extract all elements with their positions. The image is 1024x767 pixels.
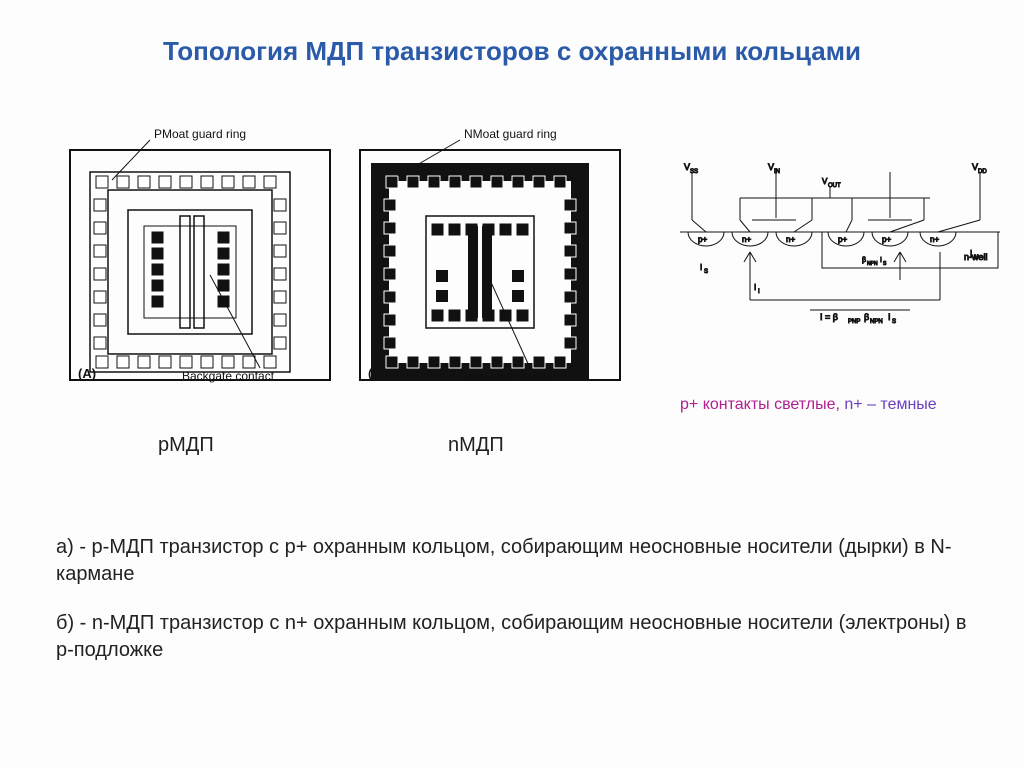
desc-b: б) - n-МДП транзистор с n+ охранным коль… xyxy=(56,610,968,664)
svg-text:β: β xyxy=(862,257,866,264)
svg-text:I = β: I = β xyxy=(820,312,838,322)
svg-text:I: I xyxy=(888,312,891,322)
svg-text:I: I xyxy=(758,289,760,295)
svg-text:S: S xyxy=(883,261,887,267)
a-marker: (A) xyxy=(78,366,96,381)
nmos-caption: nМДП xyxy=(448,434,504,457)
svg-text:p+: p+ xyxy=(698,235,707,244)
svg-text:p+: p+ xyxy=(838,235,847,244)
svg-text:PNP: PNP xyxy=(848,319,860,325)
svg-text:n+: n+ xyxy=(930,235,939,244)
b-marker: (B) xyxy=(368,366,386,381)
svg-text:I: I xyxy=(880,257,882,264)
svg-text:β: β xyxy=(864,312,869,322)
page-title: Топология МДП транзисторов с охранными к… xyxy=(0,36,1024,67)
svg-text:S: S xyxy=(704,269,708,275)
svg-text:N: N xyxy=(974,255,978,261)
svg-text:p+: p+ xyxy=(882,235,891,244)
svg-text:I: I xyxy=(754,283,756,292)
pmos-caption: pМДП xyxy=(158,434,214,457)
svg-text:n+: n+ xyxy=(786,235,795,244)
svg-text:SS: SS xyxy=(690,169,698,175)
layout-figures: PMoat guard ring Backgate contact (A) NM… xyxy=(60,120,660,400)
svg-text:I: I xyxy=(970,249,972,258)
svg-text:NPN: NPN xyxy=(867,261,878,267)
cross-section: VSS VIN VDD VOUT n-well p+ n+ n+ p+ p+ n… xyxy=(680,160,1000,360)
svg-text:n+: n+ xyxy=(742,235,751,244)
svg-text:IN: IN xyxy=(774,169,780,175)
svg-text:NPN: NPN xyxy=(870,319,883,325)
svg-text:DD: DD xyxy=(978,169,987,175)
backgate-label: Backgate contact xyxy=(182,369,275,383)
svg-text:I: I xyxy=(700,263,702,272)
substrate-label: Substrate contact xyxy=(460,369,554,383)
pmoat-label: PMoat guard ring xyxy=(154,127,246,141)
svg-text:OUT: OUT xyxy=(828,183,841,189)
desc-a: а) - p-МДП транзистор с p+ охранным коль… xyxy=(56,534,968,588)
note-p: p+ контакты светлые, xyxy=(680,396,844,413)
note-n: n+ – темные xyxy=(844,396,936,413)
color-note: p+ контакты светлые, n+ – темные xyxy=(680,396,937,414)
svg-text:S: S xyxy=(892,319,896,325)
nmoat-label: NMoat guard ring xyxy=(464,127,557,141)
